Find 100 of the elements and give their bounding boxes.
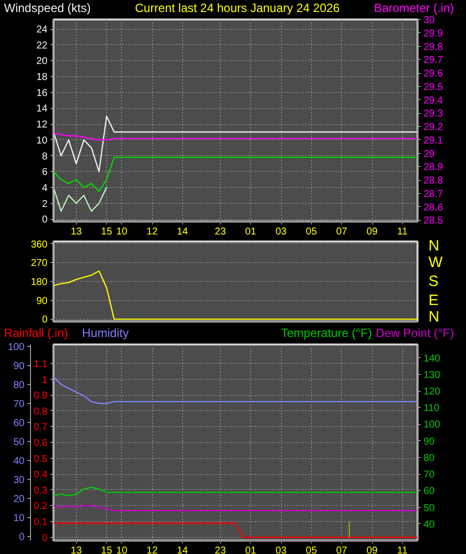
y-tick-label: 24 (36, 24, 48, 36)
x-tick-label: 07 (336, 226, 348, 238)
y2-tick-label: 40 (424, 519, 436, 530)
y-tick-label: 8 (42, 151, 48, 162)
y-tick-label: 1 (42, 374, 48, 386)
y-tick-label: 0.9 (34, 390, 48, 402)
text: S (428, 273, 439, 290)
y2-tick-label: 70 (424, 470, 436, 481)
y2-tick-label: 29.6 (424, 68, 444, 80)
y3-tick-label: 60 (13, 418, 25, 430)
y-tick-label: 12 (36, 120, 48, 131)
y-tick-label: 0.8 (34, 406, 48, 418)
y2-tick-label: 29.3 (424, 108, 444, 120)
x-tick-label: 10 (116, 546, 128, 554)
y-tick-label: 0 (42, 214, 48, 226)
x-tick-label: 10 (116, 226, 128, 238)
y2-axis-title: Barometer (.in) (374, 1, 454, 15)
x-tick-label: 11 (397, 226, 408, 238)
text: Temperature (°F) (281, 326, 372, 340)
y2-tick-label: 140 (424, 353, 441, 364)
y-tick-label: 22 (36, 40, 48, 52)
y-tick-label: 0 (42, 532, 48, 544)
x-tick-label: 13 (70, 226, 82, 238)
text: Humidity (82, 326, 129, 340)
y-tick-label: 0.2 (34, 501, 48, 512)
y-tick-label: 0.5 (34, 454, 48, 465)
y2-tick-label: 90 (424, 436, 436, 448)
y-tick-label: 180 (30, 277, 48, 288)
y2-tick-label: 50 (424, 502, 436, 514)
y2-tick-label: 29.8 (424, 42, 444, 53)
y2-tick-label: 29.4 (424, 95, 444, 106)
y2-tick-label: 30 (424, 15, 436, 26)
x-tick-label: 23 (214, 226, 226, 238)
y-tick-label: 90 (36, 296, 48, 307)
x-tick-label: 15 (101, 226, 113, 238)
y2-tick-label: 29.9 (424, 28, 444, 40)
x-tick-label: 14 (176, 226, 188, 238)
y2-tick-label: 120 (424, 386, 441, 398)
line-series (54, 186, 108, 212)
y2-tick-label: 110 (424, 403, 440, 414)
y2-tick-label: 29.2 (424, 122, 444, 134)
x-tick-label: 09 (366, 226, 378, 238)
x-tick-label: 12 (146, 546, 158, 554)
y-tick-label: 4 (42, 182, 48, 194)
text: E (428, 292, 439, 309)
x-tick-label: 23 (214, 546, 226, 554)
x-tick-label: 07 (336, 546, 348, 554)
y3-tick-label: 30 (13, 475, 25, 486)
x-tick-label: 03 (275, 226, 287, 238)
chart-title: Current last 24 hours January 24 2026 (134, 1, 340, 15)
y3-tick-label: 70 (13, 398, 25, 410)
y-tick-label: 0.6 (34, 438, 48, 449)
y-tick-label: 1.1 (34, 358, 48, 370)
y-tick-label: 0.1 (34, 517, 48, 528)
y3-tick-label: 50 (13, 437, 25, 448)
y-tick-label: 16 (36, 88, 48, 99)
x-tick-label: 05 (306, 546, 318, 554)
y2-tick-label: 28.6 (424, 202, 444, 214)
y3-tick-label: 20 (13, 494, 25, 506)
y-tick-label: 0.3 (34, 485, 48, 496)
x-tick-label: 09 (366, 546, 378, 554)
y-tick-label: 0.7 (34, 422, 48, 434)
y2-tick-label: 80 (424, 452, 436, 464)
y-tick-label: 6 (42, 167, 48, 178)
y-axis-title: Windspeed (kts) (4, 1, 91, 15)
y2-tick-label: 100 (424, 420, 441, 431)
line-series (54, 132, 418, 140)
line-series (54, 116, 418, 172)
y-tick-label: 0 (42, 314, 48, 326)
text: N (428, 238, 440, 254)
y2-tick-label: 130 (424, 370, 441, 381)
y-tick-label: 2 (42, 198, 48, 210)
y3-tick-label: 10 (13, 513, 25, 524)
x-tick-label: 12 (146, 226, 158, 238)
y3-tick-label: 100 (8, 342, 25, 353)
y2-tick-label: 28.7 (424, 188, 444, 200)
line-series (54, 156, 418, 192)
text: W (428, 254, 444, 272)
x-tick-label: 14 (176, 546, 188, 554)
x-tick-label: 13 (70, 546, 82, 554)
y2-tick-label: 29.7 (424, 55, 444, 66)
y2-tick-label: 29.5 (424, 82, 444, 93)
y-tick-label: 360 (30, 239, 48, 250)
y2-tick-label: 29.1 (424, 135, 444, 146)
x-tick-label: 15 (101, 546, 113, 554)
x-tick-label: 11 (397, 546, 408, 554)
y2-tick-label: 28.5 (424, 216, 444, 227)
y3-tick-label: 40 (13, 456, 25, 468)
y-tick-label: 20 (36, 56, 48, 68)
x-tick-label: 01 (245, 226, 257, 238)
text: Dew Point (°F) (376, 326, 454, 340)
x-tick-label: 01 (245, 546, 257, 554)
y3-tick-label: 90 (13, 360, 25, 372)
y2-tick-label: 29 (424, 148, 436, 160)
y-tick-label: 270 (30, 258, 48, 270)
y2-tick-label: 60 (424, 486, 436, 498)
y-tick-label: 14 (36, 104, 48, 115)
y3-tick-label: 0 (18, 532, 25, 544)
x-tick-label: 03 (275, 546, 287, 554)
text: Rainfall (.in) (4, 326, 68, 340)
